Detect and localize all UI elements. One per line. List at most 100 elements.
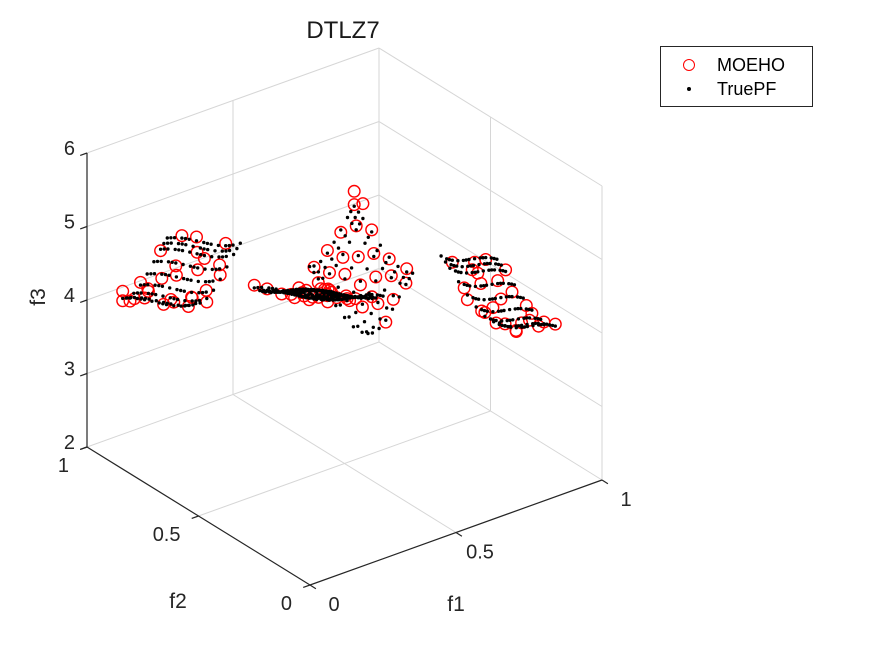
truepf-point <box>318 293 322 297</box>
truepf-point <box>512 283 517 287</box>
truepf-point <box>465 293 470 297</box>
truepf-point <box>499 295 503 300</box>
truepf-point <box>382 288 387 292</box>
truepf-point <box>168 286 172 290</box>
truepf-point <box>292 291 297 295</box>
moeho-point <box>213 258 227 272</box>
truepf-point <box>167 273 171 277</box>
truepf-point <box>149 272 153 276</box>
truepf-point <box>407 276 411 281</box>
truepf-point <box>180 242 184 246</box>
truepf-point <box>501 281 505 285</box>
truepf-point <box>524 307 528 311</box>
truepf-point <box>391 294 395 298</box>
truepf-point <box>343 277 347 281</box>
truepf-point <box>124 296 128 300</box>
truepf-point <box>202 253 207 258</box>
truepf-point <box>374 279 378 283</box>
truepf-point <box>154 299 158 303</box>
truepf-point <box>447 258 452 262</box>
truepf-point <box>456 259 460 263</box>
truepf-point <box>485 309 489 313</box>
truepf-point <box>392 270 397 274</box>
truepf-point <box>449 263 453 267</box>
truepf-point <box>401 275 406 280</box>
truepf-point <box>142 298 147 302</box>
truepf-series <box>121 204 557 336</box>
truepf-point <box>350 295 354 299</box>
truepf-point <box>522 316 526 320</box>
moeho-point <box>457 281 471 295</box>
truepf-point <box>326 296 330 301</box>
truepf-point <box>211 288 216 292</box>
truepf-point <box>539 322 543 327</box>
truepf-point <box>374 296 378 300</box>
truepf-point <box>474 297 478 301</box>
truepf-point <box>213 249 217 253</box>
truepf-point <box>347 295 352 299</box>
truepf-point <box>516 317 521 321</box>
truepf-point <box>481 269 485 273</box>
truepf-point <box>165 241 170 245</box>
truepf-point <box>500 323 504 328</box>
truepf-point <box>206 247 210 252</box>
truepf-point <box>363 241 367 245</box>
truepf-point <box>172 297 176 301</box>
truepf-point <box>514 326 518 330</box>
truepf-point <box>174 275 179 279</box>
truepf-point <box>121 296 125 301</box>
truepf-point <box>389 276 393 280</box>
truepf-point <box>132 295 137 300</box>
truepf-point <box>147 297 151 301</box>
truepf-point <box>351 325 356 329</box>
truepf-point <box>539 317 543 322</box>
truepf-point <box>536 317 540 321</box>
z-tick-label: 2 <box>64 432 75 454</box>
truepf-point <box>217 255 221 259</box>
truepf-point <box>508 318 512 322</box>
truepf-point <box>513 307 517 311</box>
truepf-point <box>499 263 503 267</box>
truepf-point <box>527 307 531 312</box>
x-tick-label: 1 <box>620 489 631 511</box>
truepf-point <box>181 262 185 267</box>
truepf-point <box>169 241 173 245</box>
truepf-point <box>166 260 171 264</box>
truepf-point <box>268 289 272 293</box>
truepf-point <box>142 283 146 287</box>
truepf-point <box>347 315 351 319</box>
truepf-point <box>302 290 306 295</box>
truepf-point <box>200 290 205 295</box>
truepf-point <box>515 295 520 299</box>
truepf-point <box>506 324 510 329</box>
moeho-point <box>365 223 379 237</box>
z-tick-label: 4 <box>64 285 75 307</box>
truepf-point <box>235 246 239 251</box>
truepf-point <box>548 323 552 327</box>
plot-title: DTLZ7 <box>306 17 380 44</box>
truepf-point <box>170 260 174 264</box>
truepf-point <box>369 311 373 316</box>
truepf-point <box>174 261 178 265</box>
truepf-point <box>479 284 483 288</box>
truepf-point <box>261 288 266 292</box>
legend-item-truepf[interactable]: TruePF <box>661 77 812 101</box>
y-tick-label: 1 <box>58 455 69 477</box>
truepf-point <box>194 239 199 243</box>
moeho-point <box>175 229 189 243</box>
truepf-point <box>378 293 382 298</box>
truepf-point <box>202 240 206 245</box>
truepf-point <box>361 216 365 221</box>
moeho-point <box>489 316 503 330</box>
truepf-point <box>145 272 149 276</box>
truepf-point <box>312 264 316 268</box>
truepf-point <box>478 256 482 260</box>
truepf-point <box>139 291 143 295</box>
truepf-point <box>296 292 300 296</box>
truepf-point <box>182 289 186 293</box>
truepf-point <box>267 286 271 290</box>
truepf-point <box>385 306 389 310</box>
truepf-point <box>387 255 391 259</box>
truepf-point <box>450 258 454 262</box>
legend-item-moeho[interactable]: MOEHO <box>661 53 812 77</box>
